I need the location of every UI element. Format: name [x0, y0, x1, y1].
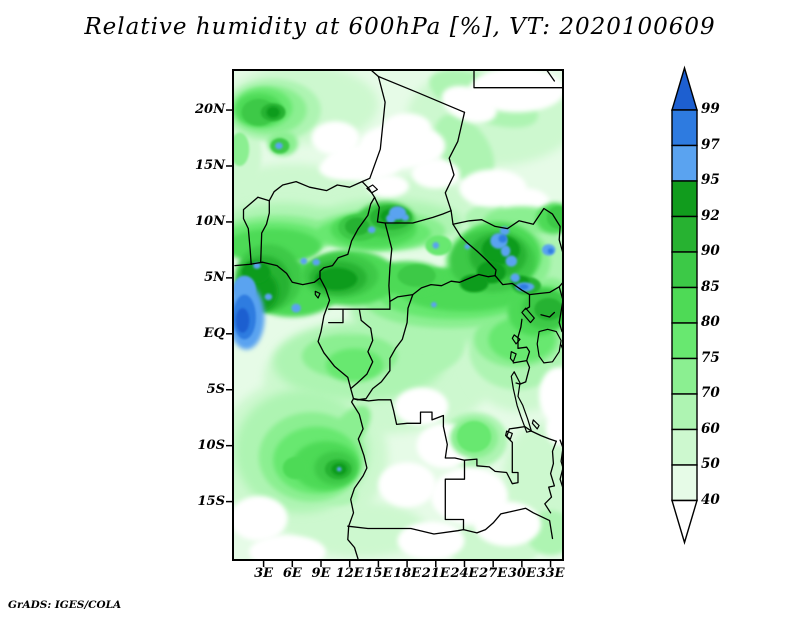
- border-line: [452, 207, 563, 254]
- lake-outline: [511, 334, 521, 345]
- colorbar-segment: [671, 464, 698, 502]
- border-line: [350, 308, 374, 390]
- lake-outline: [531, 419, 540, 430]
- lake-outline: [521, 307, 535, 324]
- border-line: [515, 346, 531, 385]
- lake-outline: [510, 371, 532, 433]
- colorbar-tick-label: 99: [701, 101, 720, 117]
- lake-outline: [509, 351, 517, 363]
- border-line: [444, 111, 466, 238]
- lake-outline: [536, 328, 562, 364]
- border-line: [373, 196, 452, 224]
- colorbar-tick-label: 75: [701, 349, 720, 366]
- lon-tick-label: 30E: [507, 566, 536, 581]
- colorbar-segment: [671, 322, 698, 360]
- border-line: [242, 196, 259, 266]
- colorbar-tick-label: 50: [701, 456, 720, 472]
- lon-tick-label: 3E: [254, 566, 274, 581]
- lakes: [314, 184, 562, 440]
- plot-title: Relative humidity at 600hPa [%], VT: 202…: [84, 14, 716, 40]
- border-line: [361, 70, 386, 183]
- colorbar-arrow-low: [671, 499, 698, 545]
- border-line: [328, 308, 344, 324]
- border-line: [444, 459, 466, 531]
- colorbar-tick-label: 40: [701, 491, 720, 508]
- border-line: [546, 70, 556, 82]
- colorbar: [671, 65, 698, 545]
- border-line: [544, 440, 557, 514]
- country-borders: [234, 70, 563, 560]
- colorbar-tick-label: 95: [701, 172, 720, 188]
- lat-tick-label: 5S: [206, 381, 225, 397]
- border-line: [352, 398, 466, 461]
- axis-ticks: [226, 109, 552, 567]
- border-line: [389, 273, 496, 303]
- border-line: [377, 75, 466, 113]
- colorbar-segment: [671, 357, 698, 395]
- lon-tick-label: 33E: [536, 566, 565, 581]
- lon-tick-label: 6E: [282, 566, 302, 581]
- lake-outline: [366, 184, 378, 194]
- border-line: [473, 70, 563, 89]
- lat-tick-label: 10N: [195, 213, 225, 229]
- colorbar-tick-label: 70: [701, 385, 720, 401]
- lon-tick-label: 27E: [479, 566, 508, 581]
- border-line: [524, 425, 557, 442]
- lon-tick-label: 21E: [421, 566, 450, 581]
- border-line: [462, 507, 554, 540]
- lat-tick-label: 10S: [197, 437, 225, 453]
- border-line: [352, 293, 414, 401]
- grads-attribution: GrADS: IGES/COLA: [8, 599, 122, 611]
- colorbar-tick-label: 97: [701, 136, 720, 153]
- lake-outline: [314, 290, 321, 299]
- colorbar-tick-label: 85: [701, 278, 720, 295]
- border-line: [517, 318, 523, 349]
- colorbar-arrow-high: [671, 65, 698, 111]
- border-line: [268, 180, 363, 202]
- colorbar-tick-label: 60: [701, 420, 720, 437]
- border-line: [540, 311, 556, 318]
- border-line: [257, 196, 270, 263]
- lake-outline: [505, 430, 513, 440]
- colorbar-segment: [671, 109, 698, 147]
- lon-tick-label: 24E: [450, 566, 479, 581]
- colorbar-segment: [671, 251, 698, 289]
- colorbar-segment: [671, 428, 698, 466]
- lat-tick-label: 15S: [197, 493, 225, 509]
- border-line: [460, 235, 497, 277]
- border-line: [558, 286, 563, 333]
- colorbar-segment: [671, 180, 698, 218]
- colorbar-tick-label: 92: [701, 207, 720, 224]
- lat-tick-label: 15N: [195, 157, 225, 173]
- map-frame: [232, 69, 564, 561]
- lon-tick-label: 15E: [364, 566, 393, 581]
- border-line: [384, 222, 393, 310]
- border-line: [347, 525, 465, 535]
- humidity-map: [226, 69, 564, 567]
- colorbar-tick-label: 90: [701, 243, 720, 259]
- border-line: [525, 293, 531, 310]
- colorbar-tick-label: 80: [701, 314, 720, 330]
- lon-tick-label: 9E: [311, 566, 331, 581]
- colorbar-segment: [671, 215, 698, 253]
- colorbar-segment: [671, 286, 698, 324]
- lat-tick-label: 20N: [195, 102, 225, 118]
- lon-tick-label: 12E: [335, 566, 364, 581]
- border-line: [234, 261, 368, 560]
- colorbar-segment: [671, 393, 698, 431]
- lon-tick-label: 18E: [393, 566, 422, 581]
- border-line: [512, 359, 528, 364]
- colorbar-segment: [671, 144, 698, 182]
- humidity-field: [233, 70, 563, 560]
- lat-tick-label: 5N: [204, 269, 225, 285]
- lat-tick-label: EQ: [203, 325, 225, 341]
